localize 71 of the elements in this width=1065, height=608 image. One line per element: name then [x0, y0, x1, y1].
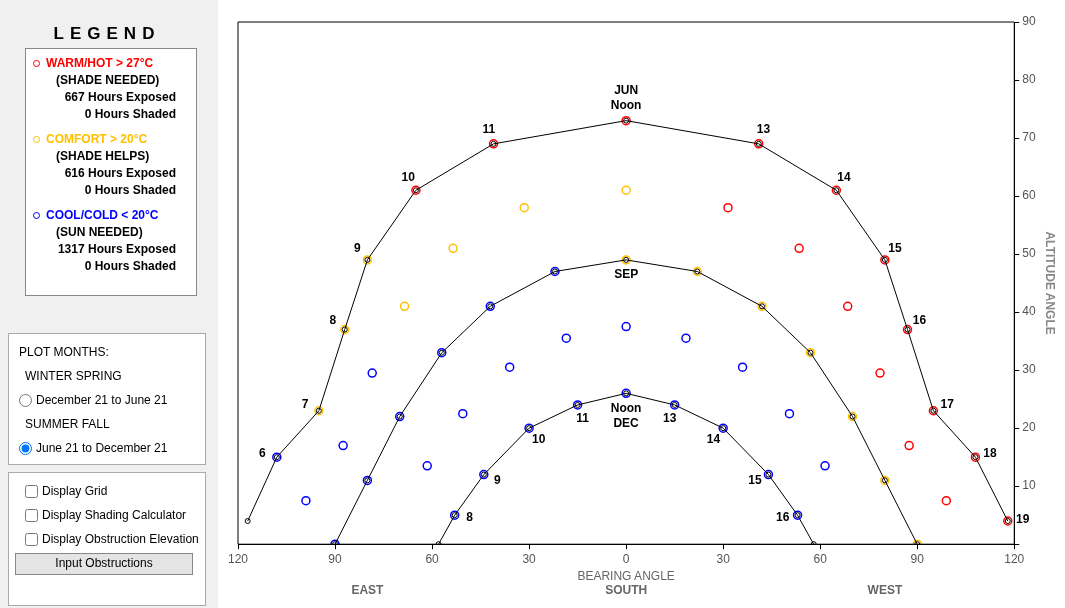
x-tick-label: 30	[522, 551, 537, 566]
text: Display Obstruction Elevation	[41, 531, 200, 548]
annotation: 14	[837, 169, 852, 184]
y-tick-label: 10	[1022, 478, 1036, 493]
x-tick-label: 60	[813, 551, 828, 566]
text: (SHADE HELPS)	[55, 148, 151, 165]
y-tick-label: 60	[1022, 188, 1036, 203]
x-tick-label: 90	[910, 551, 925, 566]
annotation: 16	[776, 510, 790, 524]
annotation: 9	[353, 241, 361, 256]
y-tick-label: 80	[1022, 72, 1036, 87]
text: December 21 to June 21	[35, 392, 169, 409]
y-tick-label: 50	[1022, 246, 1036, 261]
text: EAST	[351, 582, 385, 597]
y-axis-title: ALTITUDE ANGLE	[1043, 231, 1058, 335]
text: June 21 to December 21	[35, 440, 169, 457]
y-tick-label: 70	[1022, 130, 1036, 145]
legend-label: COMFORT > 20°C	[46, 132, 148, 146]
text: WINTER SPRING	[24, 368, 123, 385]
text: 1317 Hours Exposed	[56, 241, 177, 258]
y-tick-label: 20	[1022, 420, 1036, 435]
annotation: 8	[329, 312, 337, 327]
text: 0 Hours Shaded	[83, 258, 177, 275]
annotation: 13	[756, 121, 771, 136]
text: JUN	[614, 82, 639, 97]
legend-title: LEGEND	[52, 24, 162, 44]
legend-label: WARM/HOT > 27°C	[46, 56, 154, 70]
annotation: 9	[493, 473, 501, 488]
text: WEST	[867, 582, 903, 597]
text: SOUTH	[605, 582, 648, 597]
y-tick-label: 30	[1022, 362, 1036, 377]
text: 0 Hours Shaded	[83, 106, 177, 123]
x-tick-label: 0	[622, 551, 630, 566]
annotation: 7	[301, 397, 309, 412]
text: (SHADE NEEDED)	[55, 72, 161, 89]
annotation: 6	[258, 445, 266, 460]
text: SUMMER FALL	[24, 416, 111, 433]
y-tick-label: 40	[1022, 304, 1036, 319]
annotation: 10	[532, 431, 546, 446]
annotation: 16	[912, 312, 927, 327]
text: 616 Hours Exposed	[63, 165, 177, 182]
annotation: 17	[940, 397, 955, 412]
text: PLOT MONTHS:	[19, 344, 110, 361]
annotation: 18	[983, 445, 997, 460]
x-tick-label: 120	[227, 551, 249, 566]
annotation: 10	[401, 169, 416, 184]
text: (SUN NEEDED)	[55, 224, 144, 241]
text: Input Obstructions	[15, 553, 193, 575]
annotation: 19	[1016, 512, 1030, 527]
series-label: DEC	[613, 415, 640, 430]
annotation: 14	[706, 431, 721, 446]
x-tick-label: 60	[425, 551, 440, 566]
annotation: 11	[576, 411, 590, 426]
text: 667 Hours Exposed	[63, 89, 177, 106]
annotation: 8	[466, 510, 474, 524]
text: Display Grid	[41, 483, 109, 500]
annotation: 15	[888, 241, 902, 256]
annotation: 11	[482, 121, 496, 136]
annotation: 13	[663, 411, 677, 426]
text: 0 Hours Shaded	[83, 182, 177, 199]
x-tick-label: 90	[328, 551, 343, 566]
legend-label: COOL/COLD < 20°C	[46, 208, 159, 222]
annotation: 15	[748, 473, 762, 488]
y-tick-label: 90	[1022, 14, 1036, 29]
series-label: SEP	[614, 267, 639, 282]
x-tick-label: 120	[1004, 551, 1025, 566]
x-axis-title: BEARING ANGLE	[577, 569, 675, 584]
text: Display Shading Calculator	[41, 507, 188, 524]
annotation: Noon	[610, 400, 642, 415]
annotation: Noon	[610, 97, 642, 112]
x-tick-label: 30	[716, 551, 731, 566]
